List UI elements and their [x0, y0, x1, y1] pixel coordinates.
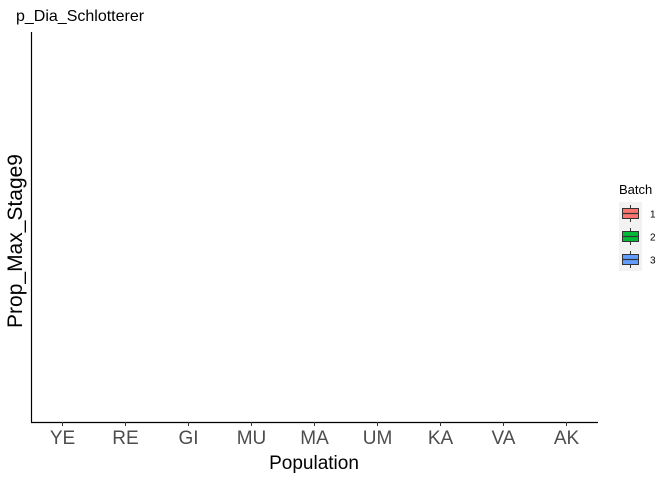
x-axis-label: Population [269, 453, 359, 474]
x-tick-label-ye: YE [50, 428, 75, 449]
legend-item-3: 3 [619, 248, 656, 271]
legend-items: 1 2 3 [619, 202, 656, 271]
x-tick-labels: YE RE GI MU MA UM KA VA AK [50, 428, 580, 449]
legend-item-2: 2 [619, 225, 656, 248]
legend-label-3: 3 [650, 256, 656, 267]
x-tick-label-mu: MU [237, 428, 267, 449]
x-tick-label-gi: GI [178, 428, 198, 449]
x-tick-label-ak: AK [554, 428, 580, 449]
y-axis-label: Prop_Max_Stage9 [4, 154, 27, 328]
x-tick-label-ka: KA [428, 428, 454, 449]
x-ticks [62, 422, 567, 426]
legend-label-2: 2 [650, 233, 656, 244]
x-tick-label-um: UM [363, 428, 393, 449]
x-tick-label-ma: MA [300, 428, 329, 449]
x-tick-label-va: VA [492, 428, 516, 449]
legend-item-1: 1 [619, 202, 656, 225]
legend-label-1: 1 [650, 210, 656, 221]
plot-area: YE RE GI MU MA UM KA VA AK [30, 32, 598, 449]
legend-title: Batch [619, 182, 652, 197]
legend: Batch 1 2 3 [619, 182, 656, 271]
x-tick-label-re: RE [112, 428, 138, 449]
chart-title: p_Dia_Schlotterer [16, 8, 145, 25]
